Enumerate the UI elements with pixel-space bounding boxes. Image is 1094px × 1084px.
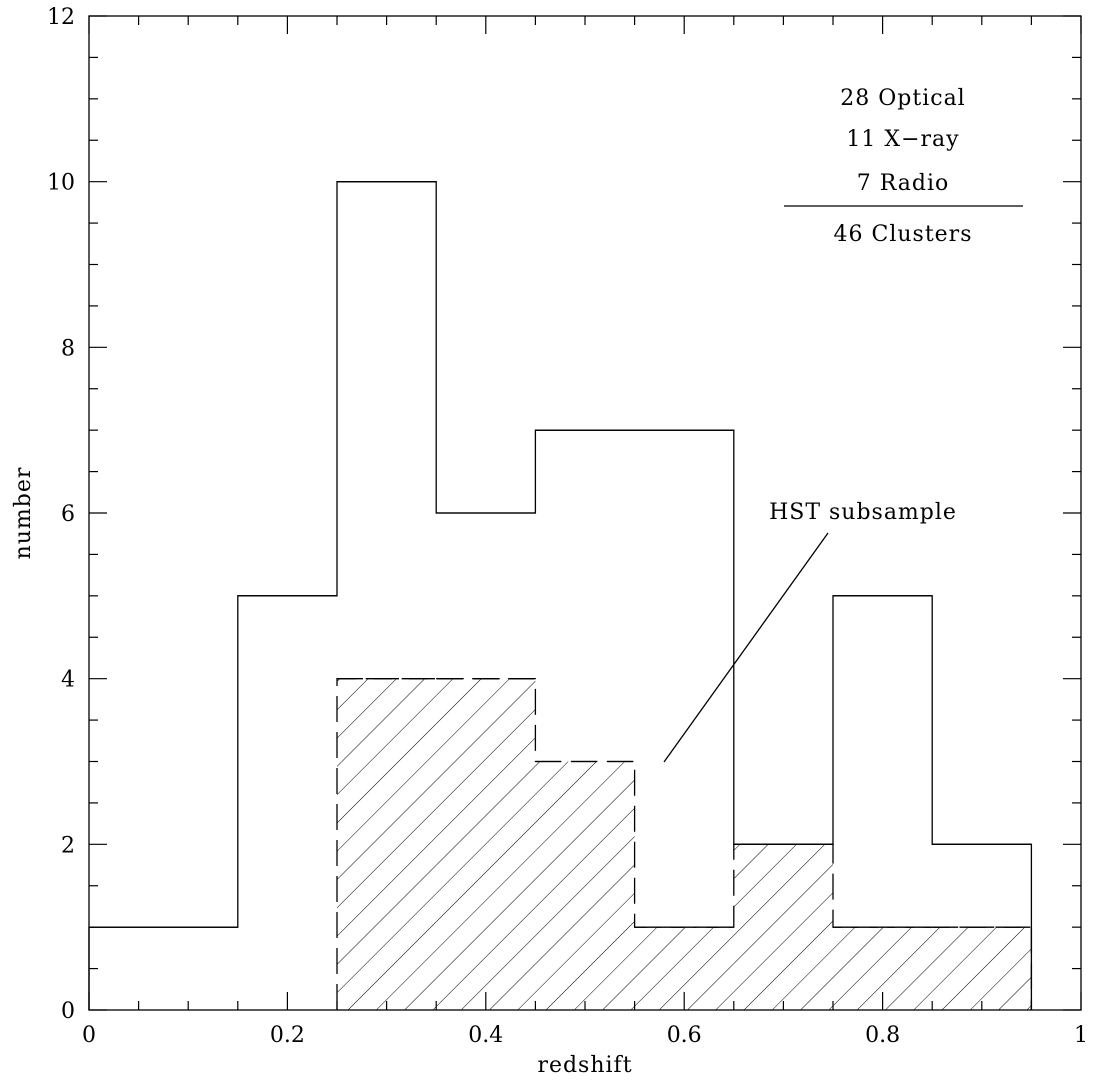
legend-optical: 28 Optical [840, 86, 965, 111]
annotation-hst-subsample: HST subsample [769, 500, 957, 525]
legend-xray: 11 X−ray [846, 127, 959, 152]
y-axis-label: number [11, 467, 36, 560]
y-tick-label: 10 [47, 171, 75, 196]
y-tick-labels: 0 2 4 6 8 10 12 [47, 5, 75, 1024]
hst-bar-hatch [932, 927, 1032, 1010]
x-tick-label: 0.8 [865, 1023, 900, 1048]
y-tick-label: 6 [61, 502, 75, 527]
x-tick-label: 1 [1074, 1023, 1088, 1048]
hst-bar-hatch [337, 678, 437, 1010]
x-axis-label: redshift [537, 1053, 632, 1078]
y-tick-label: 0 [61, 999, 75, 1024]
legend: 28 Optical 11 X−ray 7 Radio 46 Clusters [784, 86, 1023, 247]
annotation-pointer [663, 532, 829, 763]
x-tick-label: 0 [82, 1023, 96, 1048]
hst-subsample-hatch [337, 678, 1032, 1010]
x-tick-label: 0.6 [667, 1023, 702, 1048]
y-tick-label: 12 [47, 5, 75, 30]
y-tick-label: 4 [61, 668, 75, 693]
x-tick-label: 0.4 [468, 1023, 503, 1048]
legend-radio: 7 Radio [857, 171, 950, 196]
hst-bar-hatch [535, 761, 635, 1010]
y-tick-label: 2 [61, 833, 75, 858]
hst-bar-hatch [634, 927, 734, 1010]
legend-total: 46 Clusters [834, 222, 973, 247]
plot-frame [88, 15, 1082, 1011]
hst-bar-hatch [733, 844, 833, 1010]
histogram-bars [88, 181, 1033, 1010]
x-tick-label: 0.2 [270, 1023, 305, 1048]
hst-bar-hatch [436, 678, 536, 1010]
x-tick-labels: 0 0.2 0.4 0.6 0.8 1 [82, 1023, 1088, 1048]
y-tick-label: 8 [61, 336, 75, 361]
hst-bar-hatch [833, 927, 933, 1010]
